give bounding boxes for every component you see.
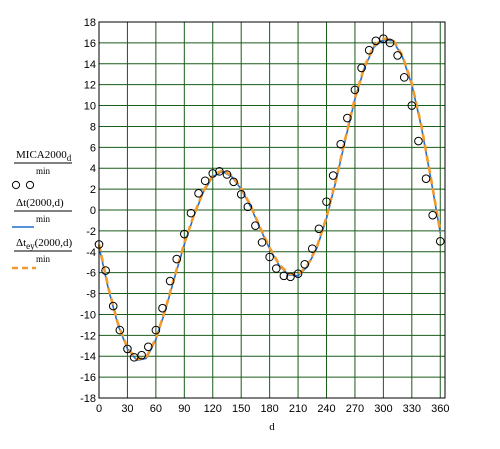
legend-expression: Δt(2000,d) [16, 197, 64, 209]
data-point-mica [364, 45, 374, 55]
x-tick-label: 90 [178, 403, 190, 415]
data-point-mica [300, 260, 310, 269]
y-tick-label: -18 [80, 393, 96, 405]
legend-expression: MICA2000d [16, 149, 72, 163]
x-tick-label: 0 [96, 403, 102, 415]
y-tick-label: -16 [80, 372, 96, 384]
legend-unit: min [36, 166, 51, 176]
y-tick-label: -12 [80, 330, 96, 342]
data-point-mica [407, 101, 417, 110]
x-tick-labels: 0 30 60 90 120 150 180 210 240 270 300 330 360 [96, 403, 450, 415]
data-point-mica [322, 197, 331, 206]
y-tick-label: 0 [90, 205, 96, 217]
data-point-mica [222, 170, 232, 179]
data-point-mica [236, 190, 246, 199]
series-line-delta-t-ey [97, 37, 442, 361]
data-point-mica [350, 85, 360, 95]
y-tick-label: 4 [90, 163, 96, 175]
y-tick-label: 6 [90, 142, 96, 154]
x-tick-label: 180 [260, 403, 278, 415]
data-point-mica [399, 73, 409, 82]
data-point-mica [257, 238, 267, 247]
y-tick-label: 2 [90, 184, 96, 196]
data-point-mica [271, 264, 281, 273]
legend-sample-circle [11, 180, 21, 190]
y-tick-label: -8 [86, 289, 96, 301]
x-tick-label: 360 [431, 403, 449, 415]
data-point-mica [265, 252, 274, 262]
data-point-mica [123, 344, 132, 354]
data-point-mica [314, 224, 324, 234]
y-tick-label: -4 [86, 247, 96, 259]
x-tick-label: 240 [317, 403, 335, 415]
data-point-mica [200, 176, 210, 186]
x-tick-label: 300 [374, 403, 392, 415]
data-point-mica [343, 113, 352, 123]
data-point-mica [328, 171, 338, 180]
data-point-mica [371, 36, 381, 46]
y-tick-label: 14 [84, 59, 96, 71]
data-point-mica [307, 244, 317, 253]
x-tick-label: 330 [403, 403, 421, 415]
y-tick-labels: -18 -16 -14 -12 -10 -8 -6 -4 -2 0 2 4 6 8 10 12 14 16 18 [80, 17, 96, 405]
data-point-mica [336, 139, 346, 149]
data-point-mica [243, 202, 253, 212]
series-layer [94, 34, 445, 362]
data-point-mica [101, 266, 110, 275]
y-tick-label: 10 [84, 101, 96, 113]
data-point-mica [194, 188, 203, 198]
data-point-mica [186, 208, 196, 218]
y-tick-label: -10 [80, 309, 96, 321]
x-tick-label: 150 [232, 403, 250, 415]
data-point-mica [385, 38, 395, 48]
data-point-mica [379, 34, 388, 44]
data-point-mica [165, 276, 175, 286]
data-point-mica [428, 210, 437, 220]
data-point-mica [115, 325, 125, 335]
data-point-mica [293, 269, 303, 279]
x-tick-label: 120 [204, 403, 222, 415]
data-point-mica [137, 350, 146, 360]
data-point-mica [151, 325, 161, 335]
x-axis-label: d [269, 421, 275, 433]
y-tick-label: -6 [86, 268, 96, 280]
data-point-mica [180, 229, 189, 239]
data-point-mica [143, 342, 153, 352]
legend-expression: Δtey(2000,d) [16, 237, 73, 251]
data-point-mica [414, 136, 423, 146]
y-tick-label: 8 [90, 121, 96, 133]
data-point-mica [215, 167, 224, 176]
legend-entry: Δt(2000,d) min [12, 197, 72, 228]
data-point-mica [279, 271, 289, 281]
data-point-mica [129, 352, 139, 362]
y-tick-label: 12 [84, 80, 96, 92]
legend-unit: min [36, 254, 51, 264]
data-point-mica [172, 254, 182, 264]
data-point-mica [108, 301, 118, 311]
y-tick-label: 16 [84, 38, 96, 50]
legend-entry: Δtey(2000,d) min [12, 237, 73, 270]
y-tick-label: 18 [84, 17, 96, 29]
legend: MICA2000d min Δt(2000,d) min Δtey(2000,d) min [11, 149, 73, 270]
x-tick-label: 270 [346, 403, 364, 415]
data-point-mica [435, 237, 445, 246]
grid [98, 21, 445, 399]
legend-entry: MICA2000d min [11, 149, 72, 190]
y-tick-label: -14 [80, 351, 96, 363]
data-point-mica [251, 221, 260, 230]
data-point-mica [393, 51, 402, 60]
legend-unit: min [36, 214, 51, 224]
x-tick-label: 60 [150, 403, 162, 415]
data-point-mica [421, 174, 431, 183]
x-tick-label: 210 [289, 403, 307, 415]
legend-sample-circle [25, 180, 35, 190]
plot-frame [98, 21, 446, 399]
data-point-mica [158, 303, 167, 313]
x-tick-label: 30 [121, 403, 133, 415]
data-point-mica [286, 272, 295, 282]
data-point-mica [229, 177, 238, 187]
data-point-mica [357, 63, 366, 73]
y-tick-label: -2 [86, 226, 96, 238]
